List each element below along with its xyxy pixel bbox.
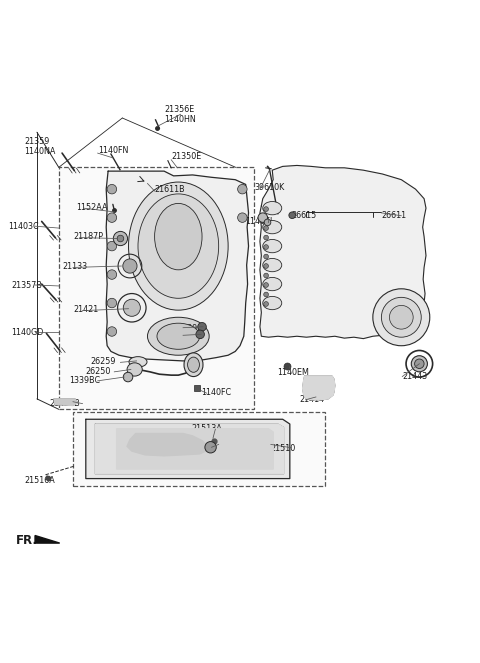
Circle shape	[264, 216, 268, 221]
Text: 21357B: 21357B	[12, 280, 42, 290]
Circle shape	[382, 297, 421, 337]
Circle shape	[264, 273, 268, 278]
Polygon shape	[35, 536, 60, 543]
Circle shape	[264, 235, 268, 240]
Polygon shape	[127, 434, 207, 455]
Ellipse shape	[129, 182, 228, 310]
Circle shape	[264, 282, 268, 287]
Circle shape	[107, 327, 117, 336]
Polygon shape	[302, 376, 335, 400]
Text: 21359
1140NA: 21359 1140NA	[24, 137, 56, 156]
Polygon shape	[106, 171, 249, 361]
Text: 21133: 21133	[62, 261, 87, 271]
Ellipse shape	[129, 357, 147, 367]
Text: 1152AA: 1152AA	[76, 203, 108, 211]
Ellipse shape	[138, 194, 219, 298]
Circle shape	[123, 373, 133, 382]
Circle shape	[415, 359, 424, 369]
Text: 21398: 21398	[178, 332, 203, 341]
Bar	[59, 167, 254, 409]
Text: 26615: 26615	[291, 211, 316, 219]
Circle shape	[264, 245, 268, 249]
Circle shape	[373, 289, 430, 345]
Text: 21187P: 21187P	[73, 232, 103, 241]
Text: 21414: 21414	[300, 395, 324, 404]
Circle shape	[123, 299, 140, 316]
Polygon shape	[96, 424, 284, 474]
Circle shape	[107, 298, 117, 308]
Circle shape	[264, 292, 268, 297]
Circle shape	[205, 442, 216, 453]
Ellipse shape	[147, 318, 209, 355]
Polygon shape	[86, 419, 290, 479]
Circle shape	[238, 184, 247, 194]
Ellipse shape	[157, 323, 200, 349]
Text: 26259: 26259	[91, 357, 116, 366]
Text: 21510: 21510	[271, 444, 296, 453]
Ellipse shape	[113, 231, 128, 245]
Text: 21421: 21421	[73, 305, 98, 314]
Text: 1140FC: 1140FC	[201, 388, 231, 396]
Ellipse shape	[155, 204, 202, 270]
Ellipse shape	[263, 202, 282, 215]
Polygon shape	[54, 399, 78, 406]
Circle shape	[107, 241, 117, 251]
Circle shape	[198, 322, 206, 331]
Circle shape	[264, 254, 268, 259]
Text: 1140EM: 1140EM	[277, 368, 309, 377]
Circle shape	[238, 213, 247, 222]
Ellipse shape	[263, 221, 282, 234]
Text: 21356E
1140HN: 21356E 1140HN	[164, 105, 196, 124]
Text: 21611B: 21611B	[155, 185, 185, 194]
Ellipse shape	[184, 353, 203, 377]
Circle shape	[389, 306, 413, 329]
Text: 39610K: 39610K	[254, 183, 285, 192]
Polygon shape	[117, 429, 273, 469]
Circle shape	[264, 302, 268, 306]
Text: 1339BC: 1339BC	[69, 377, 100, 385]
Circle shape	[107, 213, 117, 222]
Circle shape	[107, 270, 117, 279]
Text: 1140FN: 1140FN	[97, 146, 128, 154]
Polygon shape	[260, 166, 426, 339]
Ellipse shape	[188, 357, 199, 373]
Circle shape	[258, 213, 267, 222]
Text: 21451B: 21451B	[49, 399, 80, 408]
Circle shape	[264, 264, 268, 269]
Ellipse shape	[263, 259, 282, 272]
Circle shape	[196, 330, 204, 339]
Text: 21512: 21512	[200, 440, 225, 449]
Bar	[73, 412, 325, 486]
Text: 26611: 26611	[382, 211, 407, 220]
Text: 21390: 21390	[178, 324, 203, 333]
Circle shape	[289, 212, 296, 219]
Ellipse shape	[263, 277, 282, 290]
Circle shape	[264, 225, 268, 231]
Text: 21516A: 21516A	[24, 477, 55, 485]
Ellipse shape	[117, 235, 124, 242]
Circle shape	[264, 207, 268, 211]
Text: 1140GD: 1140GD	[12, 328, 44, 337]
Text: 21443: 21443	[402, 371, 427, 381]
Circle shape	[411, 355, 427, 372]
Text: 21350E: 21350E	[171, 152, 202, 161]
Text: 26250: 26250	[86, 367, 111, 376]
Text: 11403C: 11403C	[9, 221, 39, 231]
Circle shape	[107, 184, 117, 194]
Text: FR.: FR.	[16, 534, 38, 547]
Ellipse shape	[263, 239, 282, 253]
Circle shape	[264, 219, 271, 225]
Circle shape	[123, 259, 137, 273]
Ellipse shape	[263, 296, 282, 310]
Text: 21513A: 21513A	[192, 424, 222, 433]
Ellipse shape	[127, 363, 142, 376]
Text: 1140EJ: 1140EJ	[245, 217, 272, 226]
